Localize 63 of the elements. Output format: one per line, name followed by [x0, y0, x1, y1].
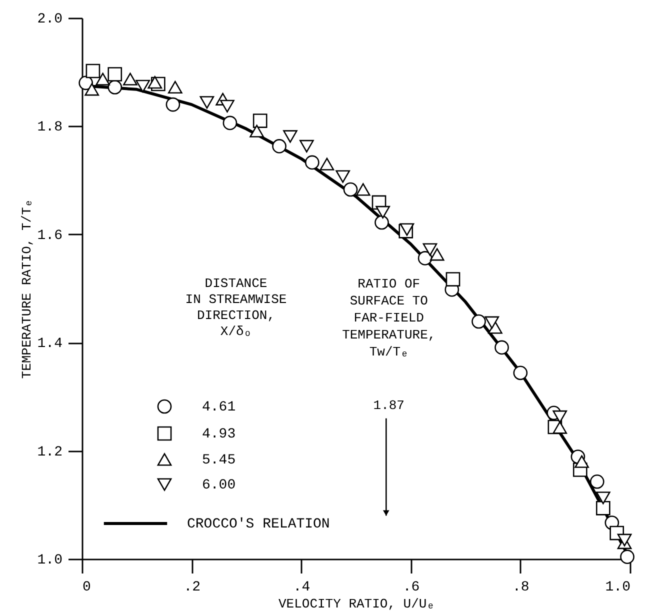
point [86, 64, 100, 78]
legend-label: 4.61 [202, 400, 236, 416]
point [590, 474, 604, 489]
x-tick-label: .6 [402, 580, 420, 596]
x-tick-label: 0 [82, 580, 91, 596]
point [513, 366, 528, 380]
point [484, 316, 500, 329]
x-tick-label: 1.0 [605, 580, 630, 596]
legend-label: CROCCO'S RELATION [187, 516, 330, 532]
x-tick-label: .8 [512, 580, 530, 596]
point [574, 455, 589, 468]
point [108, 67, 122, 82]
x-tick-label: .2 [184, 580, 201, 596]
point [472, 314, 486, 329]
point [418, 251, 432, 266]
y-tick-label: 1.8 [37, 120, 62, 136]
y-tick-label: 2.0 [37, 12, 62, 28]
point [446, 272, 460, 286]
point [252, 114, 268, 128]
point [374, 215, 389, 230]
point [422, 243, 438, 256]
point [304, 155, 320, 170]
y-tick-label: 1.0 [37, 552, 62, 568]
point [96, 72, 110, 86]
point [148, 76, 162, 89]
point [620, 550, 634, 564]
x-axis-title: VELOCITY RATIO, U/Uₑ [278, 596, 435, 611]
annotation: RATIO OF SURFACE TO FAR-FIELD TEMPERATURE, Tw/Tₑ [342, 276, 436, 360]
point [166, 97, 180, 112]
point [552, 421, 568, 434]
point [168, 80, 182, 94]
point [136, 80, 150, 92]
annotation: 1.87 [373, 398, 404, 413]
point [200, 96, 214, 109]
point [272, 139, 286, 154]
legend-label: 6.00 [202, 478, 236, 494]
point [430, 248, 444, 261]
point [596, 500, 610, 516]
point [108, 80, 122, 94]
point [84, 83, 100, 96]
point [617, 534, 632, 546]
y-tick-label: 1.2 [37, 444, 62, 460]
y-tick-label: 1.4 [37, 336, 62, 352]
point [356, 183, 370, 196]
point [320, 158, 334, 170]
point [552, 410, 568, 424]
point [376, 206, 390, 219]
y-axis-title: TEMPERATURE RATIO, T/Tₑ [19, 199, 34, 379]
point [596, 492, 610, 504]
legend-label: 5.45 [202, 452, 236, 468]
x-tick-label: .4 [293, 580, 310, 596]
y-tick-label: 1.6 [37, 228, 62, 244]
legend-label: 4.93 [202, 426, 236, 442]
point [123, 72, 138, 86]
legend-title: DISTANCE IN STREAMWISE DIRECTION, X/δₒ [185, 276, 287, 339]
point [220, 100, 234, 112]
point [336, 170, 350, 183]
point [343, 182, 358, 197]
point [250, 124, 264, 138]
point [300, 140, 314, 153]
point [283, 130, 298, 143]
point [494, 340, 509, 355]
point [222, 116, 238, 130]
